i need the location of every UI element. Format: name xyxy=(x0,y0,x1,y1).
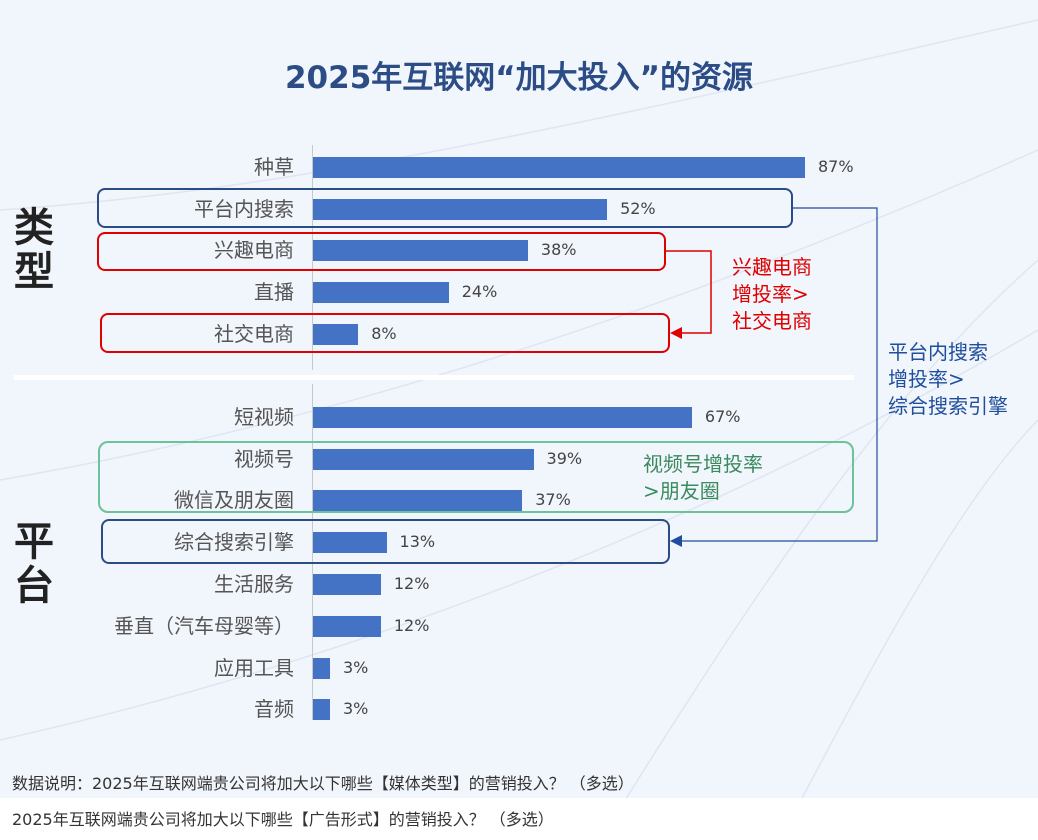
category-label: 视频号 xyxy=(234,447,294,471)
chart-title: 2025年互联网“加大投入”的资源 xyxy=(284,60,754,96)
data-label: 8% xyxy=(371,324,397,343)
category-label: 音频 xyxy=(254,697,294,721)
annotation-wechat: 视频号增投率 >朋友圈 xyxy=(643,451,763,505)
bar xyxy=(313,616,381,637)
annotation-line: 平台内搜索 xyxy=(888,340,988,364)
group-separator xyxy=(14,375,854,380)
bar xyxy=(313,574,381,595)
footer-note-1: 数据说明：2025年互联网端贵公司将加大以下哪些【媒体类型】的营销投入？ （多选… xyxy=(12,774,634,793)
annotation-line: 视频号增投率 xyxy=(643,452,763,476)
axis-line-type xyxy=(312,145,313,370)
data-label: 12% xyxy=(393,574,430,593)
footer-note-2: 2025年互联网端贵公司将加大以下哪些【广告形式】的营销投入？ （多选） xyxy=(12,810,554,829)
group-label-type: 类型 xyxy=(14,205,54,295)
bar xyxy=(313,199,608,220)
category-label: 应用工具 xyxy=(214,656,294,680)
data-label: 39% xyxy=(546,449,583,468)
category-label: 种草 xyxy=(254,155,294,179)
data-label: 38% xyxy=(540,240,577,259)
annotation-line: 增投率> xyxy=(888,367,965,391)
data-label: 37% xyxy=(535,490,571,509)
category-label: 短视频 xyxy=(234,405,294,429)
data-label: 3% xyxy=(342,699,369,718)
data-label: 87% xyxy=(818,157,854,176)
category-label: 综合搜索引擎 xyxy=(174,530,294,554)
annotation-interest-vs-social: 兴趣电商 增投率> 社交电商 xyxy=(732,254,812,335)
category-label: 兴趣电商 xyxy=(214,238,294,262)
annotation-line: 兴趣电商 xyxy=(732,255,812,279)
group-label-platform: 平台 xyxy=(14,519,54,609)
annotation-line: 增投率> xyxy=(732,282,809,306)
annotation-line: 社交电商 xyxy=(732,309,812,333)
axis-line-platform xyxy=(312,384,313,720)
bar xyxy=(313,658,330,679)
bar xyxy=(313,240,528,261)
highlight-box-social-ecommerce xyxy=(100,313,670,353)
category-label: 平台内搜索 xyxy=(194,197,294,221)
bar xyxy=(313,699,330,720)
annotation-line: >朋友圈 xyxy=(643,479,720,503)
data-label: 12% xyxy=(393,616,430,635)
category-label: 垂直（汽车母婴等） xyxy=(114,614,294,638)
data-label: 52% xyxy=(620,199,656,218)
annotation-line: 综合搜索引擎 xyxy=(888,394,1008,418)
bar xyxy=(313,157,805,178)
bar xyxy=(313,449,534,470)
data-label: 3% xyxy=(342,658,369,677)
bar xyxy=(313,407,692,428)
data-label: 24% xyxy=(461,282,498,301)
category-label: 直播 xyxy=(254,280,294,304)
bar xyxy=(313,282,449,303)
highlight-box-platform-search xyxy=(97,188,793,228)
bar xyxy=(313,532,387,553)
data-label: 13% xyxy=(399,532,436,551)
annotation-search: 平台内搜索 增投率> 综合搜索引擎 xyxy=(888,339,1008,420)
highlight-box-interest-ecommerce xyxy=(97,232,666,271)
highlight-box-search-engine xyxy=(101,519,670,564)
highlight-box-wechat xyxy=(98,441,854,513)
data-label: 67% xyxy=(704,407,741,426)
bar xyxy=(313,324,359,345)
category-label: 社交电商 xyxy=(214,322,294,346)
category-label: 生活服务 xyxy=(214,572,294,596)
category-label: 微信及朋友圈 xyxy=(174,488,294,512)
bar xyxy=(313,490,523,511)
